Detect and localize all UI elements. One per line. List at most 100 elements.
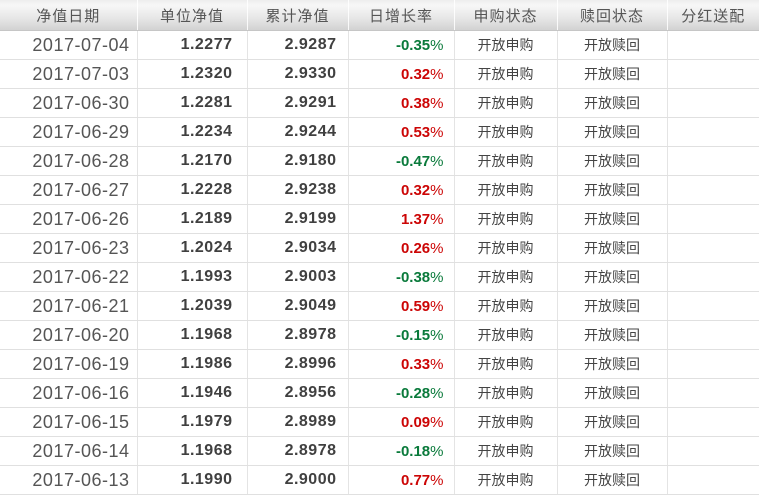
cell-purchase-status: 开放申购: [454, 30, 558, 60]
header-row: 净值日期 单位净值 累计净值 日增长率 申购状态 赎回状态 分红送配: [0, 0, 759, 31]
cell-cumulative-nav: 2.9238: [247, 175, 349, 205]
cell-unit-nav: 1.2281: [137, 88, 248, 118]
percent-sign: %: [430, 442, 444, 460]
growth-number: -0.18: [395, 442, 431, 460]
cell-cumulative-nav: 2.9180: [247, 146, 349, 176]
column-header-unit-nav: 单位净值: [137, 0, 248, 31]
cell-dividend: [667, 436, 759, 466]
table-row: 2017-06-27 1.2228 2.9238 0.32% 开放申购 开放赎回: [0, 175, 759, 205]
growth-value: 0.59%: [401, 298, 444, 315]
growth-value: -0.18%: [396, 443, 444, 460]
cell-unit-nav: 1.1979: [137, 407, 248, 437]
percent-sign: %: [430, 123, 444, 141]
cell-unit-nav: 1.1990: [137, 465, 248, 495]
growth-value: 0.26%: [401, 240, 444, 257]
column-header-redeem-status: 赎回状态: [557, 0, 668, 31]
cell-cumulative-nav: 2.9244: [247, 117, 349, 147]
cell-unit-nav: 1.1946: [137, 378, 248, 408]
table-row: 2017-06-22 1.1993 2.9003 -0.38% 开放申购 开放赎…: [0, 262, 759, 292]
table-row: 2017-06-14 1.1968 2.8978 -0.18% 开放申购 开放赎…: [0, 436, 759, 466]
percent-sign: %: [430, 413, 444, 431]
cell-dividend: [667, 233, 759, 263]
cell-unit-nav: 1.2320: [137, 59, 248, 89]
cell-unit-nav: 1.1993: [137, 262, 248, 292]
cell-cumulative-nav: 2.8978: [247, 320, 349, 350]
percent-sign: %: [430, 384, 444, 402]
percent-sign: %: [430, 152, 444, 170]
growth-value: -0.38%: [396, 269, 444, 286]
cell-unit-nav: 1.2234: [137, 117, 248, 147]
cell-cumulative-nav: 2.9000: [247, 465, 349, 495]
cell-nav-date: 2017-06-15: [0, 407, 138, 437]
cell-dividend: [667, 320, 759, 350]
growth-value: 1.37%: [401, 211, 444, 228]
table-row: 2017-06-29 1.2234 2.9244 0.53% 开放申购 开放赎回: [0, 117, 759, 147]
table-row: 2017-06-21 1.2039 2.9049 0.59% 开放申购 开放赎回: [0, 291, 759, 321]
table-row: 2017-06-28 1.2170 2.9180 -0.47% 开放申购 开放赎…: [0, 146, 759, 176]
growth-value: 0.09%: [401, 414, 444, 431]
cell-purchase-status: 开放申购: [454, 407, 558, 437]
cell-purchase-status: 开放申购: [454, 465, 558, 495]
cell-unit-nav: 1.1968: [137, 436, 248, 466]
cell-nav-date: 2017-06-27: [0, 175, 138, 205]
cell-dividend: [667, 88, 759, 118]
cell-purchase-status: 开放申购: [454, 262, 558, 292]
cell-redeem-status: 开放赎回: [557, 204, 668, 234]
percent-sign: %: [430, 181, 444, 199]
cell-unit-nav: 1.2024: [137, 233, 248, 263]
cell-dividend: [667, 204, 759, 234]
cell-purchase-status: 开放申购: [454, 291, 558, 321]
cell-nav-date: 2017-06-30: [0, 88, 138, 118]
cell-redeem-status: 开放赎回: [557, 262, 668, 292]
cell-daily-growth: 0.26%: [348, 233, 455, 263]
cell-redeem-status: 开放赎回: [557, 30, 668, 60]
cell-purchase-status: 开放申购: [454, 175, 558, 205]
column-header-cumulative-nav: 累计净值: [247, 0, 349, 31]
percent-sign: %: [430, 36, 444, 54]
cell-nav-date: 2017-07-03: [0, 59, 138, 89]
column-header-purchase-status: 申购状态: [454, 0, 558, 31]
percent-sign: %: [430, 268, 444, 286]
growth-number: 0.32: [400, 181, 431, 199]
cell-daily-growth: 0.09%: [348, 407, 455, 437]
cell-cumulative-nav: 2.9199: [247, 204, 349, 234]
percent-sign: %: [430, 471, 444, 489]
cell-daily-growth: 0.77%: [348, 465, 455, 495]
growth-value: -0.15%: [396, 327, 444, 344]
cell-nav-date: 2017-06-16: [0, 378, 138, 408]
cell-cumulative-nav: 2.9291: [247, 88, 349, 118]
cell-nav-date: 2017-06-26: [0, 204, 138, 234]
cell-purchase-status: 开放申购: [454, 204, 558, 234]
growth-value: 0.32%: [401, 66, 444, 83]
cell-purchase-status: 开放申购: [454, 117, 558, 147]
cell-purchase-status: 开放申购: [454, 88, 558, 118]
percent-sign: %: [430, 210, 444, 228]
cell-unit-nav: 1.2228: [137, 175, 248, 205]
cell-redeem-status: 开放赎回: [557, 436, 668, 466]
cell-unit-nav: 1.2189: [137, 204, 248, 234]
percent-sign: %: [430, 65, 444, 83]
cell-purchase-status: 开放申购: [454, 349, 558, 379]
growth-number: -0.15: [395, 326, 431, 344]
cell-cumulative-nav: 2.9003: [247, 262, 349, 292]
cell-purchase-status: 开放申购: [454, 436, 558, 466]
cell-daily-growth: -0.38%: [348, 262, 455, 292]
cell-unit-nav: 1.1986: [137, 349, 248, 379]
growth-number: 0.33: [400, 355, 431, 373]
growth-number: 0.53: [400, 123, 431, 141]
cell-purchase-status: 开放申购: [454, 320, 558, 350]
cell-dividend: [667, 349, 759, 379]
cell-redeem-status: 开放赎回: [557, 146, 668, 176]
table-row: 2017-06-16 1.1946 2.8956 -0.28% 开放申购 开放赎…: [0, 378, 759, 408]
cell-daily-growth: -0.18%: [348, 436, 455, 466]
percent-sign: %: [430, 94, 444, 112]
cell-daily-growth: 0.32%: [348, 59, 455, 89]
cell-redeem-status: 开放赎回: [557, 349, 668, 379]
growth-value: 0.77%: [401, 472, 444, 489]
cell-purchase-status: 开放申购: [454, 59, 558, 89]
percent-sign: %: [430, 355, 444, 373]
cell-daily-growth: 1.37%: [348, 204, 455, 234]
cell-redeem-status: 开放赎回: [557, 407, 668, 437]
